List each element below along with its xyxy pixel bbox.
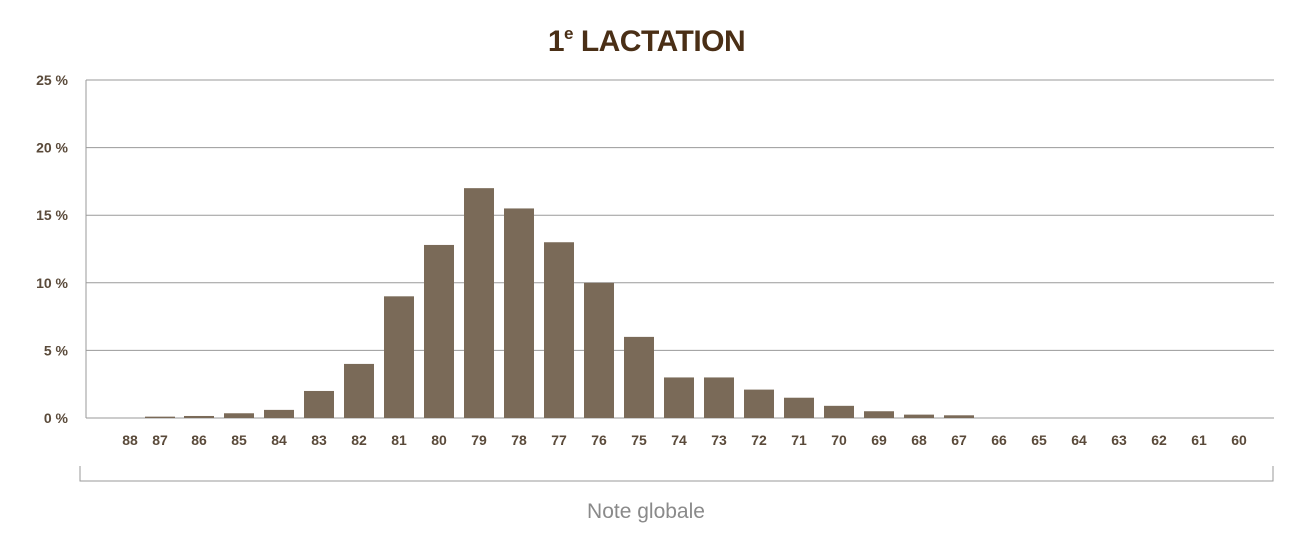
y-tick-label: 20 % — [36, 140, 68, 156]
bar-80 — [424, 244, 454, 418]
bar-73 — [704, 377, 734, 418]
bar-83 — [304, 390, 334, 418]
chart-title-superscript: e — [564, 24, 573, 43]
bar-72 — [744, 389, 774, 418]
x-tick-label-74: 74 — [671, 432, 687, 448]
bar-75 — [624, 336, 654, 418]
x-tick-label-62: 62 — [1151, 432, 1167, 448]
y-tick-label: 0 % — [44, 410, 69, 426]
x-tick-label-70: 70 — [831, 432, 847, 448]
bar-76 — [584, 282, 614, 418]
x-tick-label-67: 67 — [951, 432, 967, 448]
bar-81 — [384, 296, 414, 418]
x-axis-bracket — [79, 466, 1274, 482]
x-tick-label-79: 79 — [471, 432, 487, 448]
bar-71 — [784, 397, 814, 418]
x-tick-label-68: 68 — [911, 432, 927, 448]
x-tick-label-73: 73 — [711, 432, 727, 448]
x-tick-label-83: 83 — [311, 432, 327, 448]
y-tick-label: 5 % — [44, 342, 69, 358]
x-tick-label-69: 69 — [871, 432, 887, 448]
x-tick-label-64: 64 — [1071, 432, 1087, 448]
x-tick-label-86: 86 — [191, 432, 207, 448]
bar-69 — [864, 411, 894, 418]
chart-title-number: 1 — [547, 25, 565, 58]
x-axis-label: Note globale — [587, 500, 705, 523]
bar-74 — [664, 377, 694, 418]
bar-77 — [544, 242, 574, 418]
x-tick-label-63: 63 — [1111, 432, 1127, 448]
x-tick-label-81: 81 — [391, 432, 407, 448]
x-tick-label-75: 75 — [631, 432, 647, 448]
chart-title-text: LACTATION — [572, 25, 746, 58]
x-tick-label-65: 65 — [1031, 432, 1047, 448]
bar-85 — [224, 413, 254, 418]
bar-78 — [504, 208, 534, 418]
bar-86 — [184, 415, 214, 418]
y-axis-ticks: 0 % 5 % 10 % 15 % 20 % 25 % — [36, 72, 68, 426]
x-tick-label-77: 77 — [551, 432, 567, 448]
bar-67 — [944, 415, 974, 418]
x-axis-ticks: 88 87 86 85 84 83 82 81 80 79 78 77 76 75 74 73 72 71 70 69… — [122, 432, 1247, 448]
y-tick-label: 10 % — [36, 275, 68, 291]
grid-lines — [85, 79, 1274, 419]
y-tick-label: 15 % — [36, 207, 68, 223]
bars — [145, 188, 974, 418]
bar-68 — [904, 414, 934, 418]
bar-79 — [464, 188, 494, 418]
x-tick-label-88: 88 — [122, 432, 138, 448]
chart-title: 1e LACTATION — [0, 24, 1293, 59]
x-tick-label-61: 61 — [1191, 432, 1207, 448]
bar-84 — [264, 409, 294, 418]
x-tick-label-87: 87 — [152, 432, 168, 448]
bar-87 — [145, 416, 175, 418]
x-tick-label-85: 85 — [231, 432, 247, 448]
x-tick-label-72: 72 — [751, 432, 767, 448]
bar-82 — [344, 363, 374, 418]
x-tick-label-66: 66 — [991, 432, 1007, 448]
y-tick-label: 25 % — [36, 72, 68, 88]
bar-70 — [824, 405, 854, 418]
x-tick-label-76: 76 — [591, 432, 607, 448]
x-tick-label-78: 78 — [511, 432, 527, 448]
x-tick-label-60: 60 — [1231, 432, 1247, 448]
x-tick-label-71: 71 — [791, 432, 807, 448]
x-tick-label-82: 82 — [351, 432, 367, 448]
x-tick-label-80: 80 — [431, 432, 447, 448]
x-tick-label-84: 84 — [271, 432, 287, 448]
